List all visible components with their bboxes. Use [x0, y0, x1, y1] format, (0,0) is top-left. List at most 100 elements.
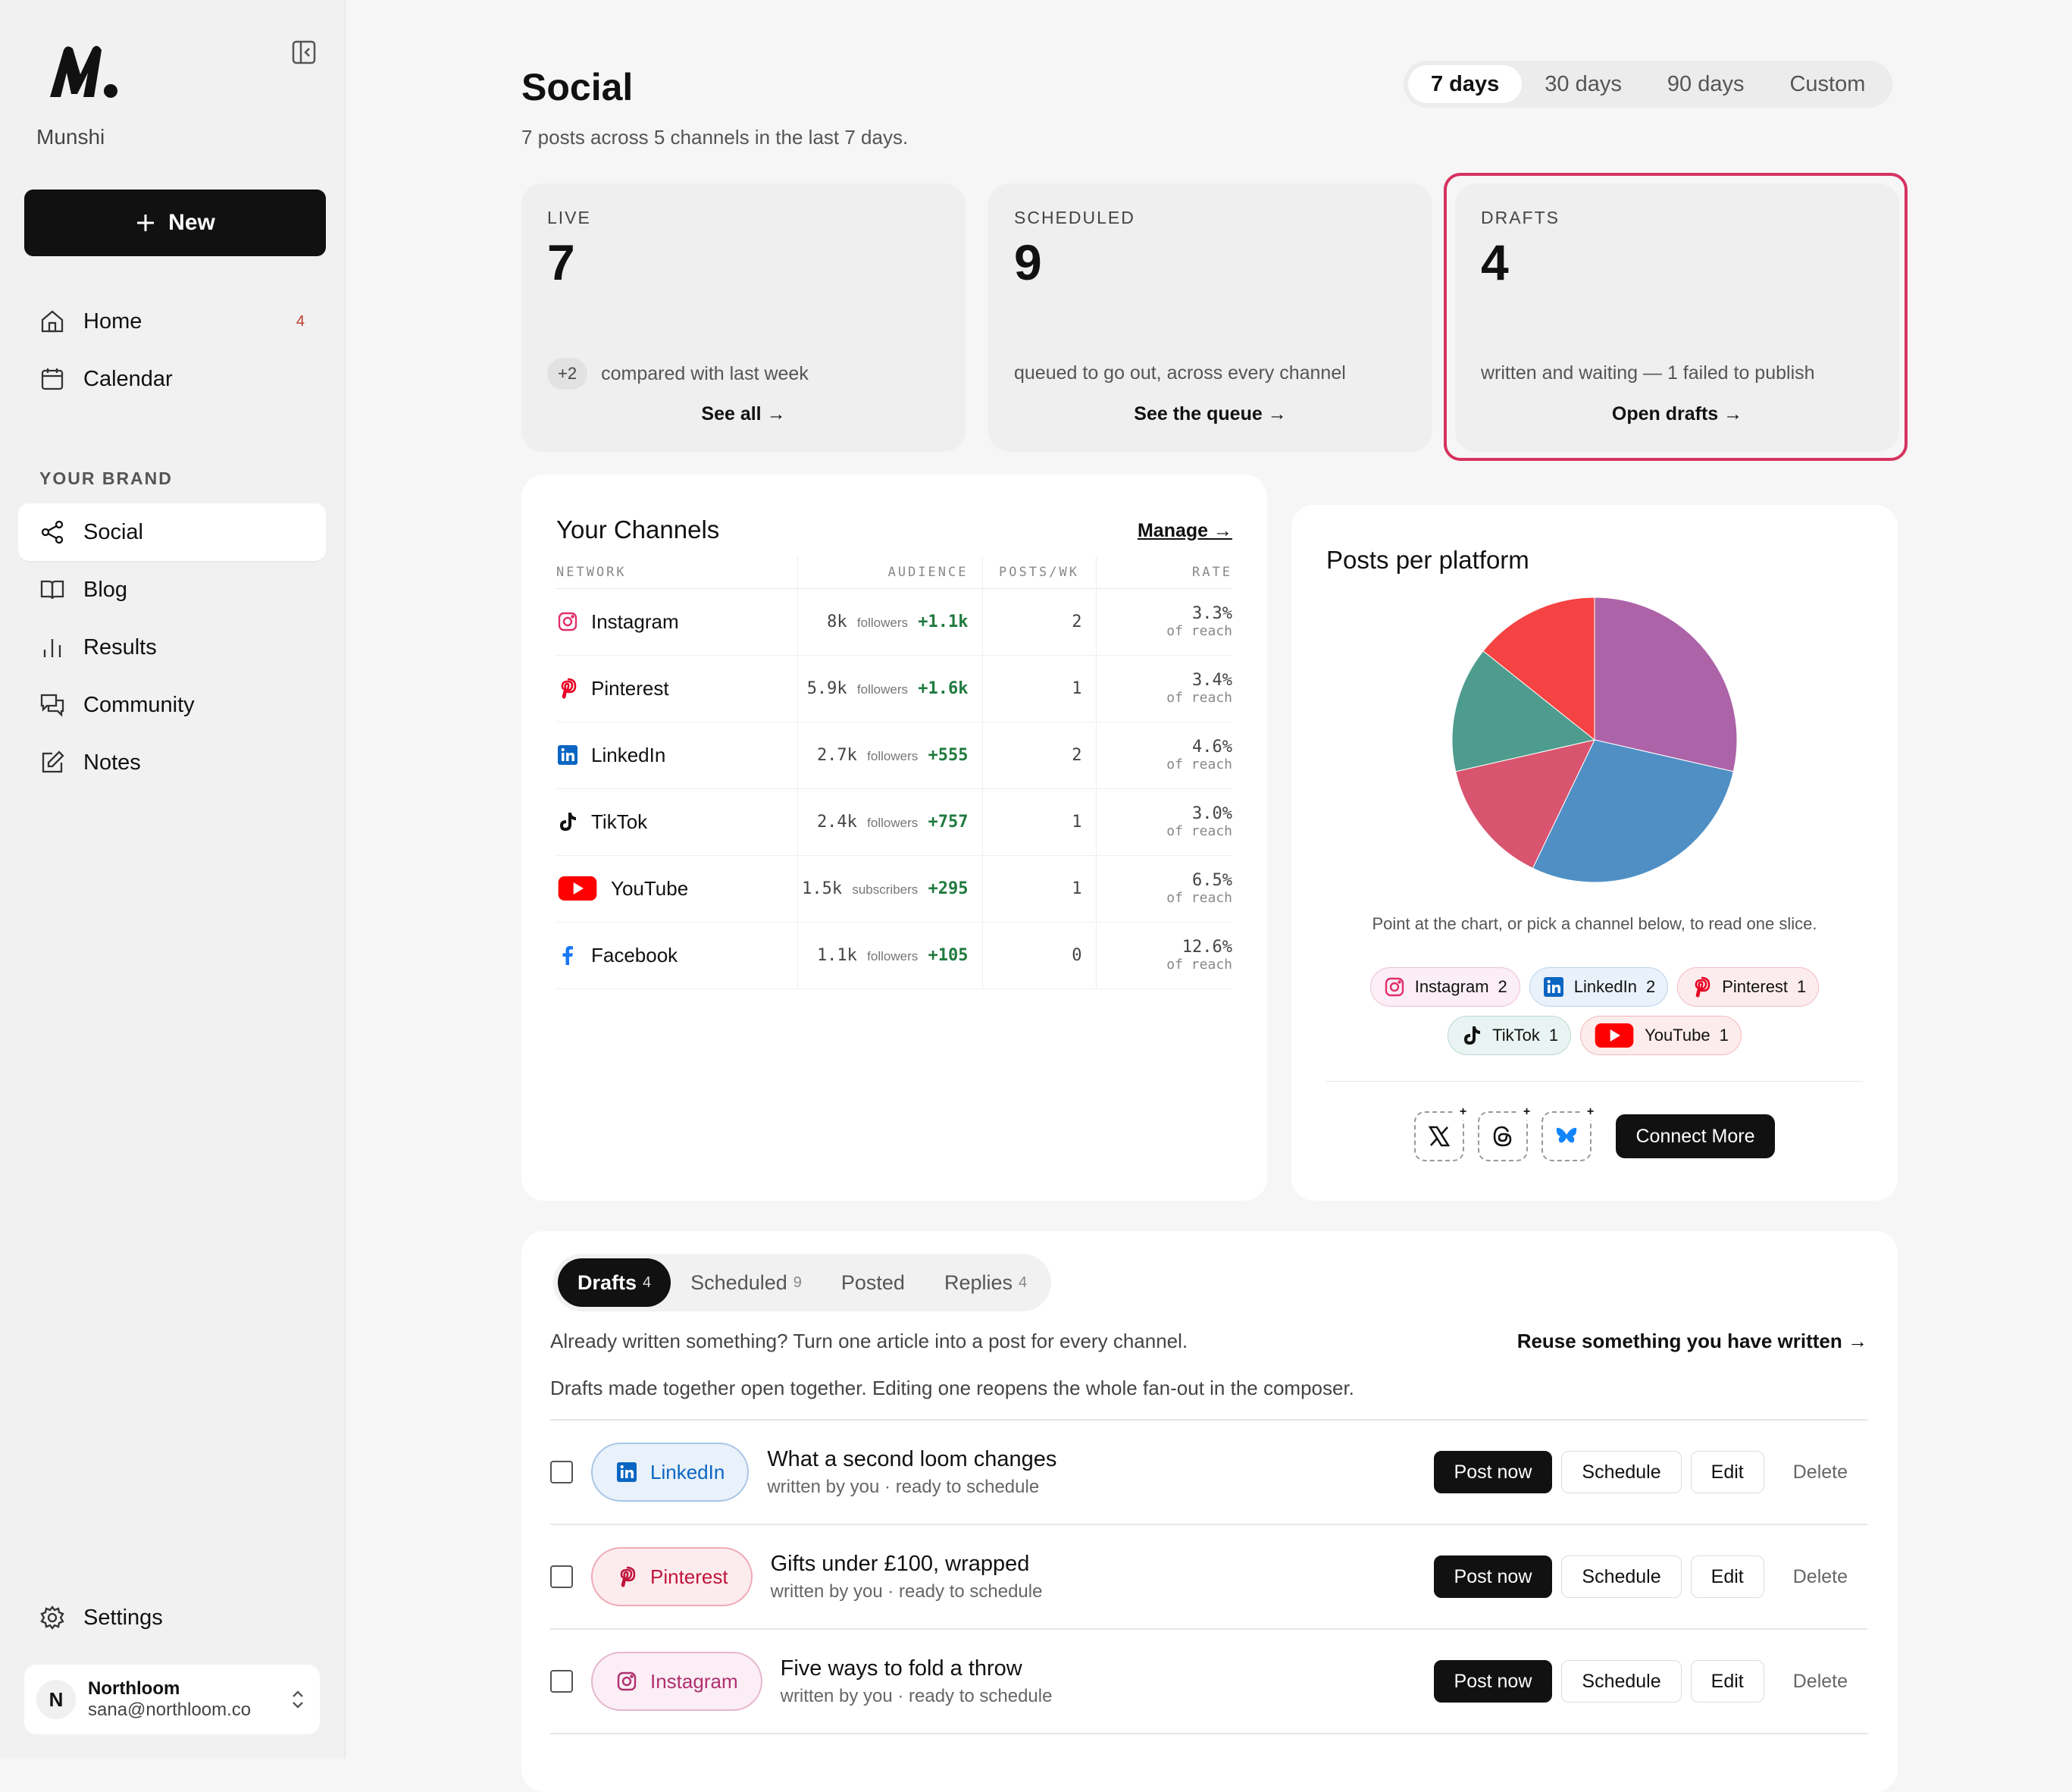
post-now-button[interactable]: Post now [1433, 1451, 1553, 1493]
sidebar-item-calendar[interactable]: Calendar [18, 350, 326, 408]
draft-title[interactable]: Five ways to fold a throw [780, 1656, 1022, 1681]
see-all-link[interactable]: See all → [701, 403, 786, 425]
draft-title[interactable]: Gifts under £100, wrapped [770, 1551, 1030, 1576]
draft-title[interactable]: What a second loom changes [767, 1446, 1057, 1471]
chip-tiktok[interactable]: TikTok 1 [1448, 1016, 1572, 1055]
pie-slice-instagram[interactable] [1594, 597, 1738, 772]
edit-button[interactable]: Edit [1690, 1555, 1764, 1598]
channel-row-linkedin[interactable]: LinkedIn 2.7k followers +555 2 4.6% of re… [556, 722, 1232, 789]
tab-scheduled[interactable]: Scheduled 9 [671, 1258, 822, 1307]
chip-label: Instagram [1414, 977, 1489, 996]
edit-button[interactable]: Edit [1690, 1451, 1764, 1493]
delete-button[interactable]: Delete [1792, 1461, 1848, 1483]
tab-replies[interactable]: Replies 4 [925, 1258, 1047, 1307]
tab-label: Posted [840, 1270, 905, 1294]
munshi-logo[interactable] [47, 44, 120, 102]
manage-link[interactable]: Manage → [1137, 520, 1232, 541]
sidebar-item-label: Home [83, 309, 142, 334]
channel-row-pinterest[interactable]: Pinterest 5.9k followers +1.6k 1 3.4% of … [556, 655, 1232, 722]
stat-label: DRAFTS [1481, 208, 1560, 227]
network-cell: Instagram [556, 588, 797, 656]
sidebar-item-home[interactable]: Home 4 [18, 293, 326, 350]
chip-youtube[interactable]: YouTube 1 [1580, 1016, 1742, 1055]
tab-count: 9 [793, 1274, 802, 1291]
network-name: Instagram [591, 609, 679, 633]
book-icon [40, 580, 64, 600]
stat-label: SCHEDULED [1014, 208, 1135, 227]
instagram-icon [1385, 977, 1404, 997]
range-90-days[interactable]: 90 days [1667, 72, 1745, 96]
connect-bluesky-button[interactable]: + [1541, 1105, 1598, 1161]
draft-row: Instagram Five ways to fold a throw writ… [550, 1630, 1867, 1733]
delete-button[interactable]: Delete [1792, 1565, 1848, 1587]
sidebar-item-results[interactable]: Results [18, 619, 326, 676]
channel-row-instagram[interactable]: Instagram 8k followers +1.1k 2 3.3% of re… [556, 588, 1232, 656]
chip-count: 2 [1498, 977, 1507, 996]
sidebar-item-community[interactable]: Community [18, 676, 326, 734]
tab-label: Drafts [577, 1270, 637, 1294]
range-30-days[interactable]: 30 days [1545, 72, 1622, 96]
pie-slice-linkedin[interactable] [1532, 739, 1734, 883]
pie-slice-pinterest[interactable] [1455, 739, 1595, 869]
post-now-button[interactable]: Post now [1433, 1660, 1553, 1703]
chip-instagram[interactable]: Instagram 2 [1369, 967, 1520, 1007]
plus-icon: + [1455, 1105, 1471, 1120]
channel-row-tiktok[interactable]: TikTok 2.4k followers +757 1 3.0% of reac… [556, 788, 1232, 856]
open-drafts-link[interactable]: Open drafts → [1611, 403, 1743, 425]
reuse-link[interactable]: Reuse something you have written → [1516, 1330, 1867, 1352]
connect-more-button[interactable]: Connect More [1616, 1114, 1775, 1158]
pie-chart[interactable] [1443, 588, 1746, 891]
channel-row-facebook[interactable]: Facebook 1.1k followers +105 0 12.6% of r… [556, 922, 1232, 989]
select-checkbox[interactable] [550, 1565, 573, 1588]
sidebar-item-social[interactable]: Social [18, 503, 326, 561]
delete-button[interactable]: Delete [1792, 1670, 1848, 1692]
sidebar-item-notes[interactable]: Notes [18, 734, 326, 791]
rate-sub: of reach [1166, 890, 1232, 906]
audience-cell: 1.5k subscribers +295 [797, 855, 982, 923]
network-cell: Pinterest [556, 655, 797, 722]
select-checkbox[interactable] [550, 1670, 573, 1693]
rate-cell: 4.6% of reach [1095, 722, 1232, 789]
linkedin-icon [558, 745, 577, 765]
connect-x-button[interactable]: + [1414, 1105, 1471, 1161]
account-switcher[interactable]: N Northloom sana@northloom.co [24, 1665, 320, 1734]
youtube-icon [558, 876, 597, 901]
range-7-days[interactable]: 7 days [1408, 65, 1523, 103]
schedule-button[interactable]: Schedule [1561, 1555, 1682, 1598]
channels-card: Your Channels Manage → NETWORK AUDIENCE … [521, 475, 1267, 1201]
rate-cell: 3.0% of reach [1095, 788, 1232, 856]
chip-pinterest[interactable]: Pinterest 1 [1677, 967, 1820, 1007]
draft-row: LinkedIn What a second loom changes writ… [550, 1421, 1867, 1524]
collapse-sidebar-icon[interactable] [291, 39, 317, 65]
sidebar-item-settings[interactable]: Settings [18, 1589, 326, 1646]
pie-slice-youtube[interactable] [1482, 597, 1595, 741]
tab-drafts[interactable]: Drafts 4 [558, 1258, 671, 1307]
edit-button[interactable]: Edit [1690, 1660, 1764, 1703]
draft-meta: written by you · ready to schedule [780, 1685, 1053, 1706]
chip-linkedin[interactable]: LinkedIn 2 [1529, 967, 1669, 1007]
connect-threads-button[interactable]: + [1478, 1105, 1535, 1161]
pill-label: LinkedIn [650, 1460, 725, 1483]
new-button[interactable]: New [24, 190, 326, 256]
post-now-button[interactable]: Post now [1433, 1555, 1553, 1598]
brand-name: Munshi [36, 125, 105, 149]
channel-row-youtube[interactable]: YouTube 1.5k subscribers +295 1 6.5% of r… [556, 855, 1232, 923]
chip-count: 1 [1548, 1026, 1559, 1045]
select-checkbox[interactable] [550, 1461, 573, 1483]
posts-per-week-cell: 0 [981, 922, 1096, 989]
pie-slice-tiktok[interactable] [1451, 650, 1596, 772]
posts-per-week-cell: 1 [981, 855, 1096, 923]
audience-value: 5.9k [806, 678, 847, 698]
network-name: Pinterest [591, 676, 669, 700]
see-queue-link[interactable]: See the queue → [1134, 403, 1287, 425]
schedule-button[interactable]: Schedule [1561, 1451, 1682, 1493]
sidebar-item-blog[interactable]: Blog [18, 561, 326, 619]
audience-value: 2.4k [816, 812, 857, 832]
tab-posted[interactable]: Posted [822, 1258, 925, 1307]
schedule-button[interactable]: Schedule [1561, 1660, 1682, 1703]
chip-label: LinkedIn [1573, 977, 1637, 996]
chip-count: 1 [1719, 1026, 1729, 1045]
sidebar-item-label: Calendar [83, 366, 173, 391]
range-custom[interactable]: Custom [1789, 72, 1866, 96]
drafts-panel: Drafts 4 Scheduled 9 Posted Replies 4 Alrea… [521, 1231, 1898, 1792]
